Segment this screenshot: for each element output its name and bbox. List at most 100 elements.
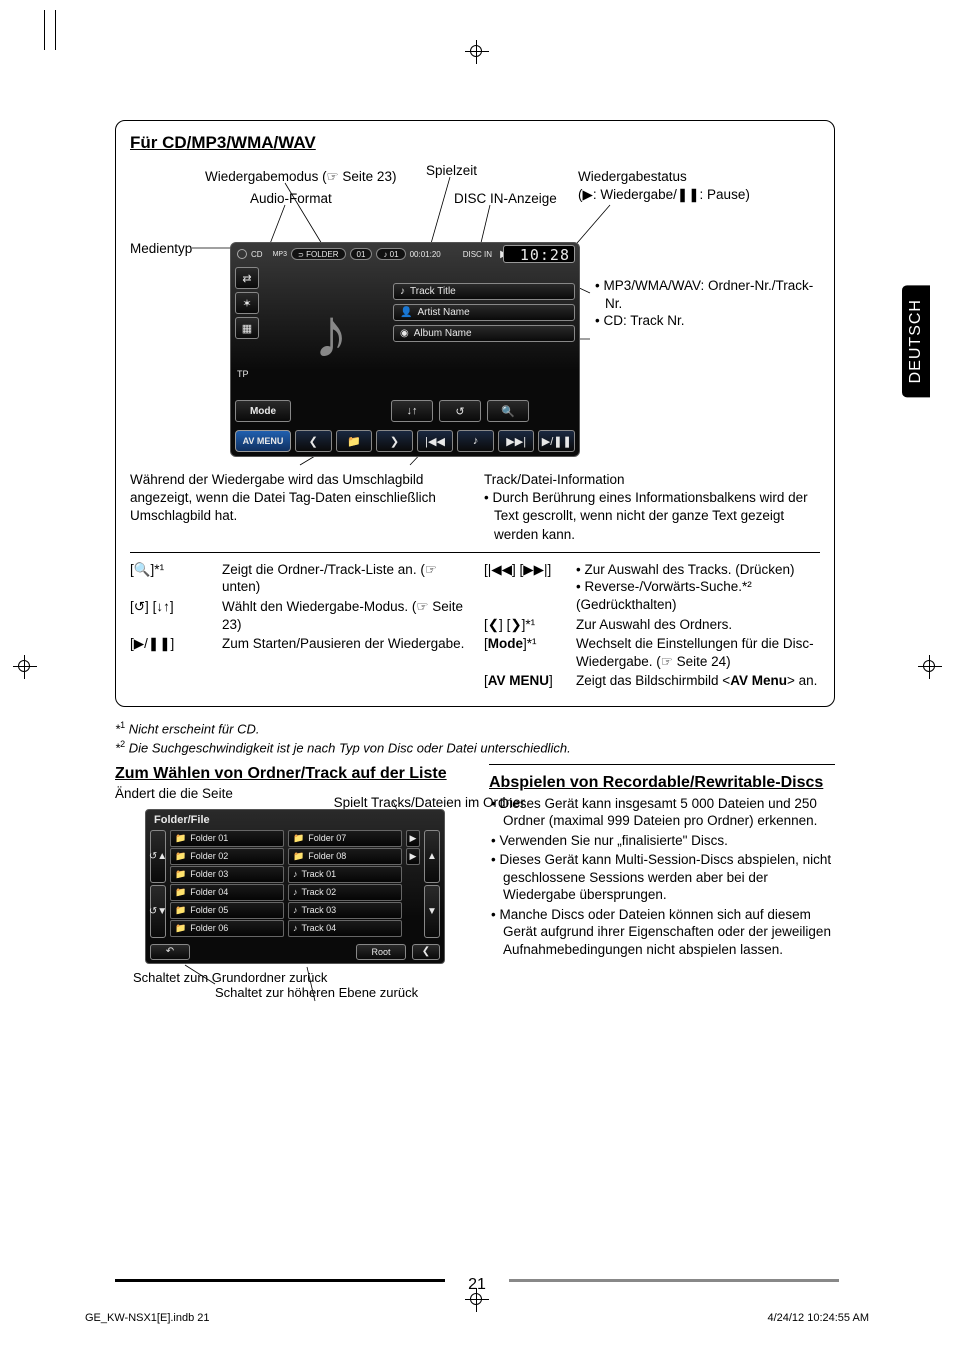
disc-in: DISC IN <box>463 250 492 259</box>
right-bullets: • MP3/WMA/WAV: Ordner-Nr./Track-Nr. • CD… <box>595 277 815 330</box>
av-menu-btn: AV MENU <box>235 430 291 452</box>
ctrl-row: [❮] [❯]*¹Zur Auswahl des Ordners. <box>484 616 820 634</box>
clock: 10:28 <box>503 245 575 263</box>
callout-medientyp: Medientyp <box>130 241 192 256</box>
mp3-label: MP3 <box>273 251 287 258</box>
track-item: ♪ Track 02 <box>288 884 402 901</box>
ctrl-val: Zur Auswahl des Ordners. <box>576 616 820 634</box>
folder-display: Folder/File ↺▲ ↺▼ 📁 Folder 01📁 Folder 02… <box>145 809 445 964</box>
folder-pill: ⊃ FOLDER <box>291 248 346 260</box>
scroll-down-btn: ▼ <box>424 885 440 938</box>
ctrl-val: Zeigt die Ordner-/Track-Liste an. (☞ unt… <box>222 561 466 596</box>
ctrl-key: [AV MENU] <box>484 672 576 690</box>
right-column: Abspielen von Recordable/Rewritable-Disc… <box>489 764 835 999</box>
reg-mark-right <box>918 655 942 679</box>
ctrl-val: Wechselt die Einstellungen für die Disc-… <box>576 635 820 670</box>
track-item: ♪ Track 03 <box>288 902 402 919</box>
page-up-btn: ↺▲ <box>150 830 166 883</box>
controls-table: [🔍]*¹Zeigt die Ordner-/Track-Liste an. (… <box>130 561 820 692</box>
search-btn: 🔍 <box>487 400 529 422</box>
reg-mark-left <box>13 655 37 679</box>
play-pause-btn: ▶/❚❚ <box>538 430 575 452</box>
folder-list-left: 📁 Folder 01📁 Folder 02📁 Folder 03📁 Folde… <box>170 830 284 938</box>
note-icon: ♪ <box>293 869 298 879</box>
folder-item: 📁 Folder 01 <box>170 830 284 847</box>
track-item: ♪ Track 04 <box>288 920 402 937</box>
side-btn-1: ⇄ <box>235 267 259 289</box>
person-icon: 👤 <box>400 307 412 318</box>
ctrl-key: [🔍]*¹ <box>130 561 222 596</box>
cd-icon: CD <box>251 250 263 259</box>
mode-btn: Mode <box>235 400 291 422</box>
shuffle-btn: ↓↑ <box>391 400 433 422</box>
folder-item: 📁 Folder 03 <box>170 866 284 883</box>
next-track-btn: ▶▶| <box>498 430 535 452</box>
reg-mark-top <box>465 40 489 64</box>
ctrl-row: [Mode]*¹Wechselt die Einstellungen für d… <box>484 635 820 670</box>
elapsed: 00:01:20 <box>410 250 441 259</box>
language-tab: DEUTSCH <box>902 285 930 397</box>
page-down-btn: ↺▼ <box>150 885 166 938</box>
folder-heading: Zum Wählen von Ordner/Track auf der List… <box>115 764 465 783</box>
footer-right: 4/24/12 10:24:55 AM <box>767 1312 869 1324</box>
page-content: Für CD/MP3/WMA/WAV Wiedergabemodus (☞ Se… <box>115 120 835 1000</box>
folder-icon: 📁 <box>175 851 186 862</box>
folder-item: 📁 Folder 08 <box>288 848 402 865</box>
folder-num: 01 <box>350 248 373 260</box>
folder-icon: 📁 <box>175 869 186 880</box>
note-icon: ♪ <box>271 278 391 388</box>
ctrl-val: Wählt den Wiedergabe-Modus. (☞ Seite 23) <box>222 598 466 633</box>
folder-list-right: 📁 Folder 07📁 Folder 08♪ Track 01♪ Track … <box>288 830 402 938</box>
ctrl-left-col: [🔍]*¹Zeigt die Ordner-/Track-Liste an. (… <box>130 561 466 692</box>
page-rule-right <box>509 1279 839 1282</box>
caption-bottom-right: Schaltet zur höheren Ebene zurück <box>215 985 465 1000</box>
ctrl-row: [▶/❚❚]Zum Starten/Pausieren der Wiederga… <box>130 635 466 653</box>
crop-mark <box>44 10 45 50</box>
below-left-text: Während der Wiedergabe wird das Umschlag… <box>130 471 466 544</box>
note-btn: ♪ <box>457 430 494 452</box>
callout-spielzeit: Spielzeit <box>426 163 477 178</box>
callout-disc-in: DISC IN-Anzeige <box>454 191 557 206</box>
folder-item: 📁 Folder 05 <box>170 902 284 919</box>
main-box: Für CD/MP3/WMA/WAV Wiedergabemodus (☞ Se… <box>115 120 835 707</box>
left-column: Zum Wählen von Ordner/Track auf der List… <box>115 764 465 999</box>
ctrl-row: [|◀◀] [▶▶|]• Zur Auswahl des Tracks. (Dr… <box>484 561 820 614</box>
below-right: Track/Datei-Information • Durch Berührun… <box>484 471 820 544</box>
folder-icon: 📁 <box>293 833 304 844</box>
footer-left: GE_KW-NSX1[E].indb 21 <box>85 1312 210 1324</box>
box-title: Für CD/MP3/WMA/WAV <box>130 133 820 153</box>
side-btn-3: ▦ <box>235 317 259 339</box>
note-icon: ♪ <box>293 923 298 933</box>
folder-item: 📁 Folder 07 <box>288 830 402 847</box>
page-number: 21 <box>468 1276 486 1294</box>
callout-wiedergabestatus-sub: (▶: Wiedergabe/❚❚: Pause) <box>578 187 750 203</box>
ctrl-key: [▶/❚❚] <box>130 635 222 653</box>
track-title-row: ♪Track Title <box>393 283 575 300</box>
repeat-btn: ↺ <box>439 400 481 422</box>
callout-wiedergabestatus: Wiedergabestatus <box>578 169 687 184</box>
bullet-item: • Manche Discs oder Dateien können sich … <box>489 906 835 959</box>
tp-label: TP <box>237 369 249 379</box>
folder-item: 📁 Folder 06 <box>170 920 284 937</box>
folder-item: 📁 Folder 04 <box>170 884 284 901</box>
prev-folder-btn: ❮ <box>295 430 332 452</box>
track-num: ♪ 01 <box>376 248 405 260</box>
callout-audio-format: Audio-Format <box>250 191 332 206</box>
display-mockup: CD MP3 ⊃ FOLDER 01 ♪ 01 00:01:20 DISC IN… <box>230 242 580 457</box>
track-item: ♪ Track 01 <box>288 866 402 883</box>
back-btn: ↶ <box>150 944 190 960</box>
ctrl-key: [|◀◀] [▶▶|] <box>484 561 576 614</box>
disc-icon <box>237 249 247 259</box>
ctrl-row: [↺] [↓↑]Wählt den Wiedergabe-Modus. (☞ S… <box>130 598 466 633</box>
recordable-heading: Abspielen von Recordable/Rewritable-Disc… <box>489 773 835 792</box>
crop-mark <box>55 10 56 50</box>
note-icon: ♪ <box>293 905 298 915</box>
folder-header: Folder/File <box>146 810 444 830</box>
bullet-item: • Verwenden Sie nur „finalisierte" Discs… <box>489 832 835 850</box>
bullet-item: • Dieses Gerät kann insgesamt 5 000 Date… <box>489 795 835 830</box>
scroll-up-btn: ▲ <box>424 830 440 883</box>
note-icon: ♪ <box>293 887 298 897</box>
up-level-btn: ❮ <box>412 944 440 960</box>
prev-track-btn: |◀◀ <box>417 430 454 452</box>
caption-bottom-left: Schaltet zum Grundordner zurück <box>133 970 465 985</box>
